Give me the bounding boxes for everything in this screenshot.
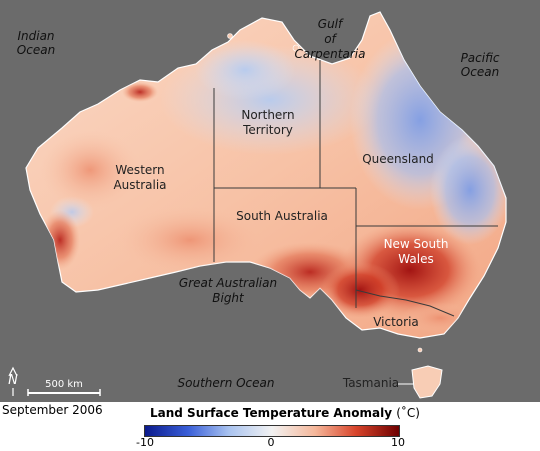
scale-bar: 500 km	[27, 379, 101, 396]
island-dot	[417, 347, 423, 353]
north-arrow: N	[8, 366, 18, 396]
north-arrow-letter: N	[8, 373, 18, 388]
label-new-south-wales-1: New South	[384, 237, 449, 251]
island-dot	[227, 33, 233, 39]
label-indian-ocean-2: Ocean	[17, 43, 55, 57]
label-gulf-3: Carpentaria	[295, 47, 366, 61]
legend-title: Land Surface Temperature Anomaly (˚C)	[150, 406, 420, 420]
state-borders	[213, 60, 498, 317]
map-svg: Indian Ocean Gulf of Carpentaria Pacific…	[0, 0, 540, 402]
island-dot	[292, 44, 300, 52]
tasmania-island	[411, 365, 443, 399]
legend-max-label: 10	[391, 436, 405, 449]
label-queensland: Queensland	[362, 152, 434, 166]
label-victoria: Victoria	[373, 315, 419, 329]
label-southern-ocean: Southern Ocean	[178, 376, 275, 390]
label-south-australia: South Australia	[236, 209, 328, 223]
label-gulf-1: Gulf	[318, 17, 344, 31]
legend-min-label: -10	[136, 436, 154, 449]
label-western-australia-1: Western	[115, 163, 164, 177]
label-new-south-wales-2: Wales	[398, 252, 433, 266]
label-western-australia-2: Australia	[113, 178, 166, 192]
label-indian-ocean-1: Indian	[17, 29, 54, 43]
anomaly-overlay	[40, 30, 506, 334]
legend-colorbar	[144, 425, 400, 437]
legend-title-text: Land Surface Temperature Anomaly	[150, 406, 393, 420]
label-gulf-2: of	[324, 32, 337, 46]
label-pacific-ocean-1: Pacific	[461, 51, 500, 65]
legend-unit: (˚C)	[396, 406, 420, 420]
legend-mid-label: 0	[267, 436, 275, 449]
map-panel: Indian Ocean Gulf of Carpentaria Pacific…	[0, 0, 540, 402]
label-great-australian-bight-1: Great Australian	[179, 276, 277, 290]
label-northern-territory-2: Territory	[242, 123, 293, 137]
label-tasmania: Tasmania	[342, 376, 399, 390]
date-caption: September 2006	[2, 403, 103, 417]
border-nsw-vic	[355, 289, 455, 317]
scale-bar-label: 500 km	[45, 379, 83, 390]
label-pacific-ocean-2: Ocean	[461, 65, 499, 79]
label-northern-territory-1: Northern	[241, 108, 294, 122]
north-arrow-head	[8, 366, 18, 377]
label-great-australian-bight-2: Bight	[212, 291, 245, 305]
